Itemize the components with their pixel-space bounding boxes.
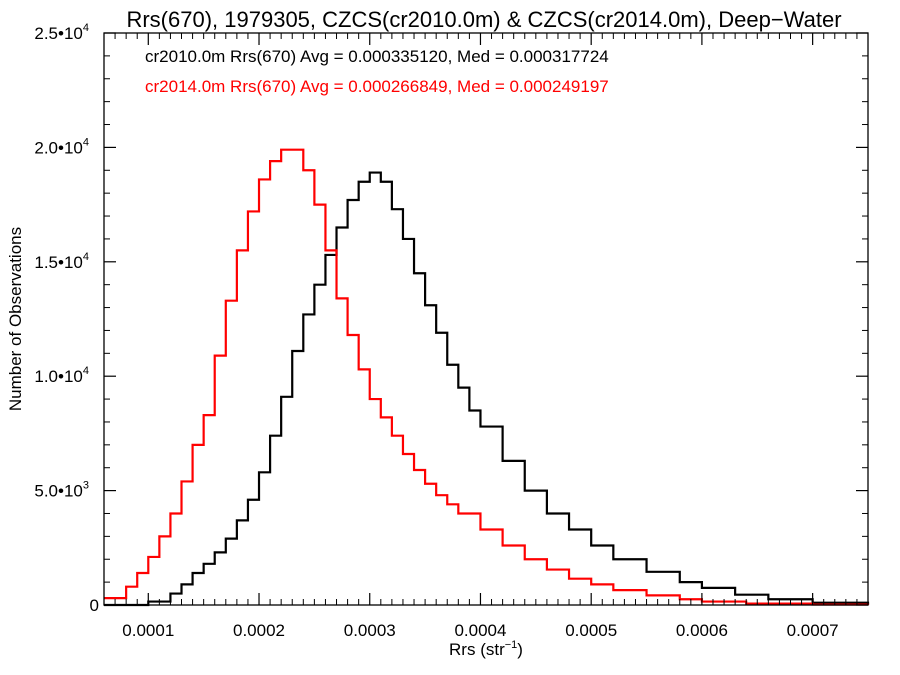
- plot-frame: [103, 32, 869, 606]
- y-tick-label-exp: 3: [83, 480, 89, 492]
- y-tick-label: 0: [90, 596, 99, 615]
- x-tick-label: 0.0004: [454, 621, 506, 640]
- y-tick-label-exp: 4: [83, 136, 89, 148]
- y-tick-label-base: 0: [90, 596, 99, 615]
- y-axis-label: Number of Observations: [6, 227, 25, 411]
- x-tick-label: 0.0006: [676, 621, 728, 640]
- x-axis-label-sup: −1: [505, 639, 518, 651]
- ticks-layer: 0.0001 0.0002 0.0003 0.0004 0.0005 0.0006 0.00…: [34, 22, 869, 640]
- x-tick-label: 0.0003: [344, 621, 396, 640]
- y-tick-label-base: 2.5•10: [34, 24, 83, 43]
- x-tick-label: 0.0005: [565, 621, 617, 640]
- y-tick-label: 1.0•104: [34, 365, 89, 386]
- x-tick-label: 0.0007: [787, 621, 839, 640]
- y-tick-label: 2.0•104: [34, 136, 89, 157]
- x-axis-label-main: Rrs (str: [449, 640, 505, 659]
- y-tick-label-exp: 4: [83, 365, 89, 377]
- y-tick-label-base: 1.0•10: [34, 367, 83, 386]
- series-line-cr2014.0m: [104, 148, 870, 606]
- y-tick-label-exp: 4: [83, 251, 89, 263]
- y-tick-label: 1.5•104: [34, 251, 89, 272]
- x-tick-label: 0.0001: [122, 621, 174, 640]
- x-axis-label: Rrs (str−1): [449, 639, 523, 659]
- legend-entry-cr2014: cr2014.0m Rrs(670) Avg = 0.000266849, Me…: [145, 77, 609, 96]
- y-tick-label-base: 5.0•10: [34, 482, 83, 501]
- y-tick-label-exp: 4: [83, 22, 89, 34]
- chart-title: Rrs(670), 1979305, CZCS(cr2010.0m) & CZC…: [126, 7, 841, 32]
- series-layer: [104, 148, 870, 607]
- y-tick-label: 5.0•103: [34, 480, 89, 501]
- y-tick-label-base: 1.5•10: [34, 253, 83, 272]
- x-tick-label: 0.0002: [233, 621, 285, 640]
- y-tick-label-base: 2.0•10: [34, 138, 83, 157]
- legend-entry-cr2010: cr2010.0m Rrs(670) Avg = 0.000335120, Me…: [145, 47, 609, 66]
- x-axis-label-end: ): [517, 640, 523, 659]
- series-line-cr2010.0m: [104, 171, 870, 607]
- y-tick-label: 2.5•104: [34, 22, 89, 43]
